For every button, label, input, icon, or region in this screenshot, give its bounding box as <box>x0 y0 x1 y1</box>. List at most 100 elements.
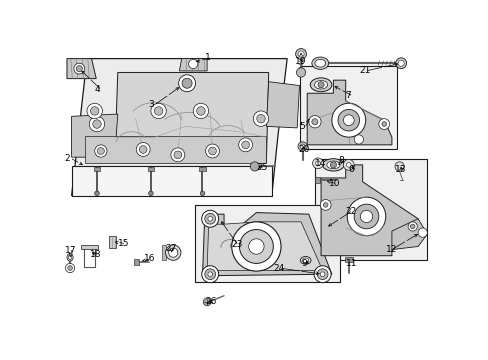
Circle shape <box>148 191 153 196</box>
Circle shape <box>68 266 72 270</box>
Text: 10: 10 <box>328 179 340 188</box>
Circle shape <box>317 269 327 280</box>
Circle shape <box>300 144 305 149</box>
Bar <box>108 236 116 248</box>
Circle shape <box>207 216 212 221</box>
Circle shape <box>174 151 182 159</box>
Text: 6: 6 <box>348 165 354 174</box>
Circle shape <box>308 116 321 128</box>
Circle shape <box>315 161 320 166</box>
Circle shape <box>395 58 406 69</box>
Circle shape <box>97 148 104 154</box>
Bar <box>134 259 139 265</box>
Text: 7: 7 <box>345 91 351 100</box>
Bar <box>299 66 396 149</box>
Bar <box>199 167 205 171</box>
Circle shape <box>196 107 205 115</box>
Circle shape <box>208 147 216 155</box>
Text: 8: 8 <box>337 156 343 165</box>
Text: 9: 9 <box>301 259 306 268</box>
Ellipse shape <box>67 253 73 261</box>
Circle shape <box>353 135 363 144</box>
Text: 27: 27 <box>165 243 177 252</box>
Ellipse shape <box>314 81 327 89</box>
Circle shape <box>317 82 324 88</box>
Polygon shape <box>67 59 96 78</box>
Circle shape <box>360 210 372 222</box>
Circle shape <box>394 162 404 171</box>
Bar <box>94 167 100 171</box>
Circle shape <box>312 158 323 169</box>
Text: 14: 14 <box>314 159 325 168</box>
Text: 13: 13 <box>394 165 406 174</box>
Circle shape <box>343 159 353 170</box>
Circle shape <box>74 63 84 74</box>
Ellipse shape <box>322 159 344 171</box>
Circle shape <box>193 103 208 119</box>
Circle shape <box>93 120 101 128</box>
Circle shape <box>353 204 378 229</box>
Ellipse shape <box>68 255 71 260</box>
Polygon shape <box>71 114 118 157</box>
Polygon shape <box>207 222 322 270</box>
Text: 1: 1 <box>204 53 210 62</box>
Circle shape <box>139 145 147 153</box>
Circle shape <box>165 245 181 260</box>
Circle shape <box>409 224 414 229</box>
Bar <box>314 159 427 260</box>
Ellipse shape <box>311 57 328 69</box>
Circle shape <box>250 162 259 171</box>
Circle shape <box>417 228 427 237</box>
Circle shape <box>178 75 195 92</box>
Text: 20: 20 <box>297 145 309 154</box>
Bar <box>314 177 320 183</box>
Text: 23: 23 <box>231 240 243 249</box>
Ellipse shape <box>300 256 310 264</box>
Ellipse shape <box>302 258 308 263</box>
Circle shape <box>168 248 178 257</box>
Circle shape <box>200 191 204 196</box>
Bar <box>81 245 98 249</box>
Ellipse shape <box>310 78 331 92</box>
Polygon shape <box>179 59 207 71</box>
Text: 3: 3 <box>148 100 154 109</box>
Circle shape <box>295 49 306 59</box>
Circle shape <box>151 103 166 119</box>
Circle shape <box>407 222 416 231</box>
Circle shape <box>207 272 212 276</box>
Circle shape <box>238 138 252 152</box>
Circle shape <box>343 115 353 126</box>
Circle shape <box>311 119 317 125</box>
Circle shape <box>89 116 104 132</box>
Circle shape <box>297 142 306 151</box>
Circle shape <box>202 210 218 227</box>
Bar <box>344 257 352 262</box>
Ellipse shape <box>326 161 339 169</box>
Circle shape <box>182 78 192 88</box>
Circle shape <box>154 107 163 115</box>
Circle shape <box>171 148 184 162</box>
Text: 21: 21 <box>359 66 370 75</box>
Polygon shape <box>321 165 417 256</box>
Circle shape <box>202 266 218 283</box>
Circle shape <box>378 119 389 130</box>
Polygon shape <box>71 59 286 195</box>
Text: 22: 22 <box>345 207 356 216</box>
Text: 19: 19 <box>294 57 306 66</box>
Polygon shape <box>85 136 266 163</box>
Text: 5: 5 <box>299 122 305 131</box>
Circle shape <box>188 59 198 69</box>
Circle shape <box>95 191 99 196</box>
Circle shape <box>297 51 304 57</box>
Circle shape <box>90 107 99 115</box>
Circle shape <box>346 197 385 236</box>
Circle shape <box>331 103 365 137</box>
Circle shape <box>320 272 324 276</box>
Circle shape <box>203 298 210 306</box>
Bar <box>147 167 154 171</box>
Text: 26: 26 <box>205 297 217 306</box>
Circle shape <box>204 269 215 280</box>
Polygon shape <box>115 72 268 163</box>
Circle shape <box>65 264 75 273</box>
Text: 11: 11 <box>345 259 356 268</box>
